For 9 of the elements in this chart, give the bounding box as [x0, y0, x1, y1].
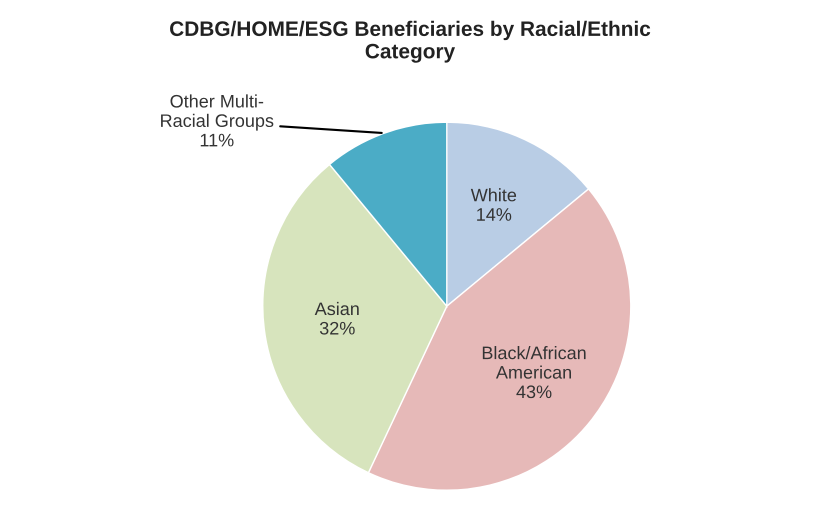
data-label: 32% — [320, 322, 355, 335]
slice-label: Black/African American — [482, 346, 586, 379]
slice-label: Other Multi- Racial Groups — [161, 94, 274, 131]
slice-label: Asian — [314, 302, 359, 316]
slice-label: White — [470, 188, 516, 202]
data-label: 43% — [516, 385, 552, 398]
data-label: 14% — [477, 208, 512, 221]
chart-title: CDBG/HOME/ESG Beneficiaries by Racial/Ethnic Category — [170, 20, 650, 63]
data-label: 11% — [200, 134, 234, 146]
